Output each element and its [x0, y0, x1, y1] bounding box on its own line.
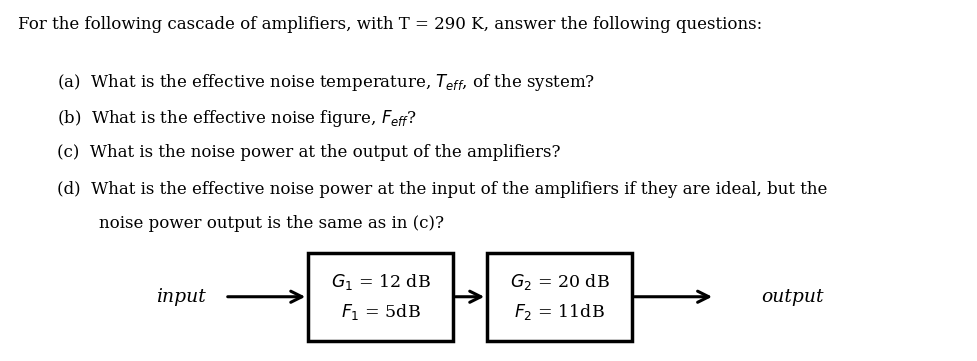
- Text: (d)  What is the effective noise power at the input of the amplifiers if they ar: (d) What is the effective noise power at…: [57, 180, 827, 197]
- Text: output: output: [760, 288, 823, 306]
- FancyBboxPatch shape: [487, 253, 631, 341]
- Text: (a)  What is the effective noise temperature, $\mathit{T}_{eff}$, of the system?: (a) What is the effective noise temperat…: [57, 72, 594, 93]
- Text: (b)  What is the effective noise figure, $\mathit{F}_{eff}$?: (b) What is the effective noise figure, …: [57, 108, 416, 129]
- Text: input: input: [156, 288, 205, 306]
- Text: noise power output is the same as in (c)?: noise power output is the same as in (c)…: [57, 215, 444, 232]
- Text: $F_1$ = 5dB: $F_1$ = 5dB: [340, 302, 420, 322]
- Text: $F_2$ = 11dB: $F_2$ = 11dB: [514, 302, 604, 322]
- Text: $G_2$ = 20 dB: $G_2$ = 20 dB: [509, 272, 609, 292]
- FancyBboxPatch shape: [308, 253, 452, 341]
- Text: (c)  What is the noise power at the output of the amplifiers?: (c) What is the noise power at the outpu…: [57, 144, 560, 161]
- Text: $G_1$ = 12 dB: $G_1$ = 12 dB: [330, 272, 430, 292]
- Text: For the following cascade of amplifiers, with T = 290 K, answer the following qu: For the following cascade of amplifiers,…: [18, 16, 761, 33]
